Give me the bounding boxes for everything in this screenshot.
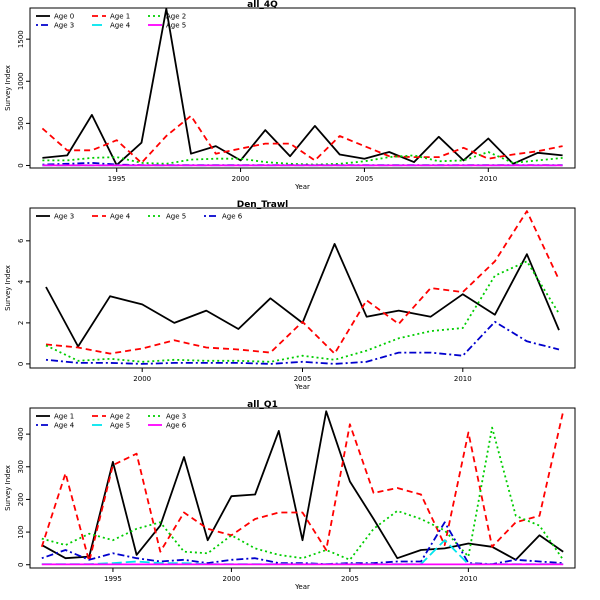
- legend-label: Age 1: [110, 13, 130, 21]
- x-tick-label: 1995: [104, 575, 122, 583]
- x-axis-label: Year: [294, 183, 310, 191]
- legend: Age 0 Age 1 Age 2 Age 3 Age 4 Age 5: [36, 13, 186, 30]
- y-tick-label: 0: [17, 563, 25, 567]
- y-tick-label: 2: [17, 321, 25, 325]
- series-line-age-4: [45, 210, 560, 355]
- legend-label: Age 4: [110, 213, 131, 221]
- chart-title: Den_Trawl: [237, 200, 289, 210]
- y-tick-label: 400: [17, 427, 25, 440]
- y-tick-label: 300: [17, 460, 25, 473]
- series-line-age-2: [40, 411, 565, 563]
- legend: Age 1 Age 2 Age 3 Age 4 Age 5 Age 6: [36, 413, 187, 430]
- y-tick-label: 0: [17, 163, 25, 167]
- y-tick-label: 0: [17, 362, 25, 366]
- legend-label: Age 3: [54, 213, 74, 221]
- x-axis-label: Year: [294, 583, 310, 591]
- plot-frame: [29, 7, 576, 169]
- legend-label: Age 4: [110, 22, 131, 30]
- x-tick-label: 1995: [108, 175, 126, 183]
- x-tick-label: 2010: [479, 175, 497, 183]
- y-tick-label: 4: [17, 279, 25, 284]
- legend-label: Age 5: [110, 422, 130, 430]
- y-tick-label: 6: [17, 238, 25, 243]
- y-axis-label: Survey Index: [4, 465, 12, 511]
- series-line-age-3: [45, 242, 560, 348]
- y-tick-label: 100: [17, 525, 25, 538]
- y-tick-label: 500: [17, 117, 25, 130]
- series-line-age-1: [41, 410, 564, 561]
- series-line-age-6: [45, 320, 560, 365]
- chart-title: all_Q1: [247, 400, 278, 410]
- y-tick-label: 200: [17, 493, 25, 506]
- legend-label: Age 3: [54, 22, 74, 30]
- series-line-age-0: [42, 7, 563, 167]
- legend-label: Age 6: [166, 422, 187, 430]
- x-tick-label: 2010: [459, 575, 477, 583]
- legend-label: Age 2: [110, 413, 130, 421]
- y-tick-label: 1000: [17, 72, 25, 90]
- x-tick-label: 2005: [341, 575, 359, 583]
- x-tick-label: 2000: [232, 175, 250, 183]
- plot-frame: [29, 407, 576, 569]
- legend: Age 3 Age 4 Age 5 Age 6: [36, 213, 243, 221]
- series-line-age-1: [41, 114, 563, 164]
- y-axis-label: Survey Index: [4, 265, 12, 311]
- panel-1: Den_Trawl 2000 2005 2010 Year 0 2 4 6 Survey Inde…: [4, 200, 576, 391]
- series-line-age-4: [41, 521, 564, 565]
- x-tick-label: 2000: [133, 375, 151, 383]
- chart-title: all_4Q: [247, 0, 278, 10]
- series-line-age-5: [41, 539, 564, 565]
- legend-label: Age 4: [54, 422, 75, 430]
- x-tick-label: 2005: [294, 375, 312, 383]
- x-tick-label: 2005: [356, 175, 374, 183]
- legend-label: Age 0: [54, 13, 74, 21]
- legend-label: Age 2: [166, 13, 186, 21]
- y-axis-label: Survey Index: [4, 65, 12, 111]
- series-line-age-5: [45, 260, 560, 363]
- plot-frame: [29, 207, 576, 369]
- legend-label: Age 5: [166, 22, 186, 30]
- x-axis-label: Year: [294, 383, 310, 391]
- legend-label: Age 5: [166, 213, 186, 221]
- legend-label: Age 3: [166, 413, 186, 421]
- x-tick-label: 2010: [454, 375, 472, 383]
- y-tick-label: 1500: [17, 30, 25, 48]
- legend-label: Age 6: [222, 213, 243, 221]
- legend-label: Age 1: [54, 413, 74, 421]
- panel-2: all_Q1 1995 2000 2005 2010 Year 0 100 200 300 400 S…: [4, 400, 576, 591]
- panel-0: all_4Q 1995 2000 2005 2010 Year 0 500 1000 1500 Su…: [4, 0, 576, 191]
- x-tick-label: 2000: [222, 575, 240, 583]
